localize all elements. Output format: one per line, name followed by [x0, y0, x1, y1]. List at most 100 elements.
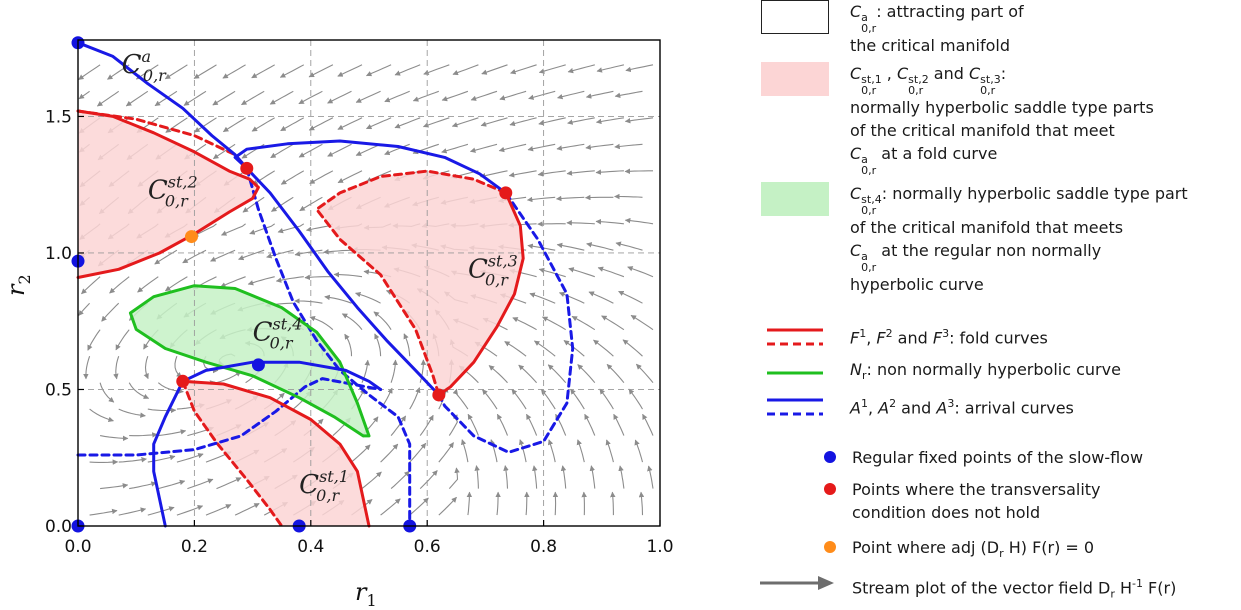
stream-arrow: [638, 491, 645, 516]
stream-arrow: [275, 276, 304, 283]
stream-arrow: [78, 302, 91, 316]
stream-arrow: [327, 143, 352, 157]
stream-arrow: [624, 117, 654, 124]
x-tick-label: 0.2: [181, 537, 208, 557]
legend-item-10: Stream plot of the vector field Dr H-1 F…: [760, 572, 1176, 606]
legend-text: Stream plot of the vector field Dr H-1 F…: [852, 577, 1177, 601]
stream-arrow: [380, 498, 401, 516]
stream-arrow: [571, 315, 596, 331]
stream-arrow: [280, 170, 305, 185]
stream-arrow: [451, 117, 479, 128]
stream-arrow: [327, 90, 352, 104]
x-tick-label: 1.0: [646, 537, 673, 557]
stream-arrow: [355, 291, 381, 304]
stream-arrow: [212, 90, 236, 106]
stream-arrow: [409, 442, 427, 463]
stream-arrow: [577, 364, 596, 384]
stream-arrow: [556, 242, 585, 251]
transversality-point: [432, 388, 446, 402]
stream-arrow: [524, 491, 530, 516]
adj-zero-point: [184, 230, 198, 244]
stream-arrow: [337, 170, 363, 184]
stream-arrow: [596, 64, 625, 73]
stream-arrow: [277, 223, 305, 234]
stream-arrow: [567, 117, 595, 125]
stream-arrow: [205, 504, 232, 516]
stream-arrow: [614, 90, 643, 99]
y-axis-label: r2: [2, 274, 34, 296]
stream-arrow: [100, 483, 129, 490]
stream-arrow: [589, 465, 596, 489]
x-tick-label: 0.0: [64, 537, 91, 557]
stream-arrow: [164, 276, 188, 292]
stream-arrow: [630, 314, 654, 331]
stream-arrow: [474, 465, 480, 489]
stream-arrow: [238, 249, 265, 261]
stream-arrow: [118, 507, 147, 516]
stream-arrow: [526, 413, 538, 436]
stream-arrow: [470, 90, 498, 101]
stream-arrow: [555, 195, 585, 202]
arrival-curve: [233, 139, 508, 195]
legend-symbol: [760, 182, 830, 216]
stream-arrow: [380, 443, 399, 463]
stream-arrow: [78, 90, 90, 100]
region-labels: Ca 0,r Cst,2 0,r Cst,3 0,r Cst,4 0,r Cst,1 0,r: [122, 47, 518, 505]
arrival-curve-dashed: [437, 191, 575, 454]
stream-arrow: [176, 453, 204, 463]
stream-arrow: [147, 454, 176, 463]
stream-arrow: [394, 64, 421, 76]
stream-arrow: [599, 388, 614, 410]
stream-arrow: [625, 64, 654, 73]
stream-arrow: [585, 143, 614, 150]
stream-arrow: [452, 388, 469, 410]
stream-arrow: [128, 382, 150, 399]
stream-arrow: [366, 64, 392, 77]
stream-arrow: [374, 333, 382, 357]
region-label: Cst,4 0,r: [253, 314, 303, 352]
stream-arrow: [113, 356, 120, 380]
stream-arrow: [390, 470, 410, 490]
stream-arrow: [210, 249, 236, 262]
stream-arrow: [403, 333, 411, 357]
stream-arrow: [118, 408, 146, 418]
stream-arrow: [154, 249, 178, 265]
stream-plot: [78, 64, 654, 516]
stream-arrow: [438, 496, 457, 516]
y-tick-label: 1.0: [45, 244, 72, 264]
stream-arrow: [174, 356, 182, 378]
stream-arrow: [419, 359, 427, 383]
stream-arrow: [466, 491, 473, 516]
legend-item-4: F1, F2 and F3: fold curves: [760, 322, 1048, 352]
stream-arrow: [304, 274, 333, 281]
stream-arrow: [280, 117, 305, 132]
stream-arrow: [480, 117, 508, 127]
legend-symbol: [760, 572, 840, 594]
stream-arrow: [588, 291, 614, 304]
x-axis-label: r1: [355, 578, 377, 610]
stream-arrow: [498, 143, 527, 153]
stream-arrow: [419, 414, 434, 436]
stream-arrow: [636, 363, 654, 384]
stream-arrow: [266, 249, 294, 259]
stream-arrow: [101, 302, 120, 322]
stream-arrow: [269, 90, 294, 105]
stream-arrow: [613, 413, 625, 436]
stream-arrow: [193, 64, 217, 79]
stream-arrow: [448, 467, 460, 489]
stream-arrow: [129, 432, 158, 438]
arrival-curve-dashed: [76, 377, 383, 457]
stream-arrow: [222, 117, 246, 133]
legend-text: A1, A2 and A3: arrival curves: [850, 397, 1074, 418]
stream-arrow: [125, 90, 149, 107]
fold-curve: [181, 379, 371, 528]
legend-symbol: [760, 322, 830, 352]
stream-arrow: [556, 143, 585, 151]
stream-arrow: [595, 218, 624, 225]
stream-arrow: [614, 143, 643, 150]
stream-arrow: [461, 439, 469, 463]
stream-arrow: [422, 117, 450, 128]
region-st3-fill: [316, 171, 524, 395]
